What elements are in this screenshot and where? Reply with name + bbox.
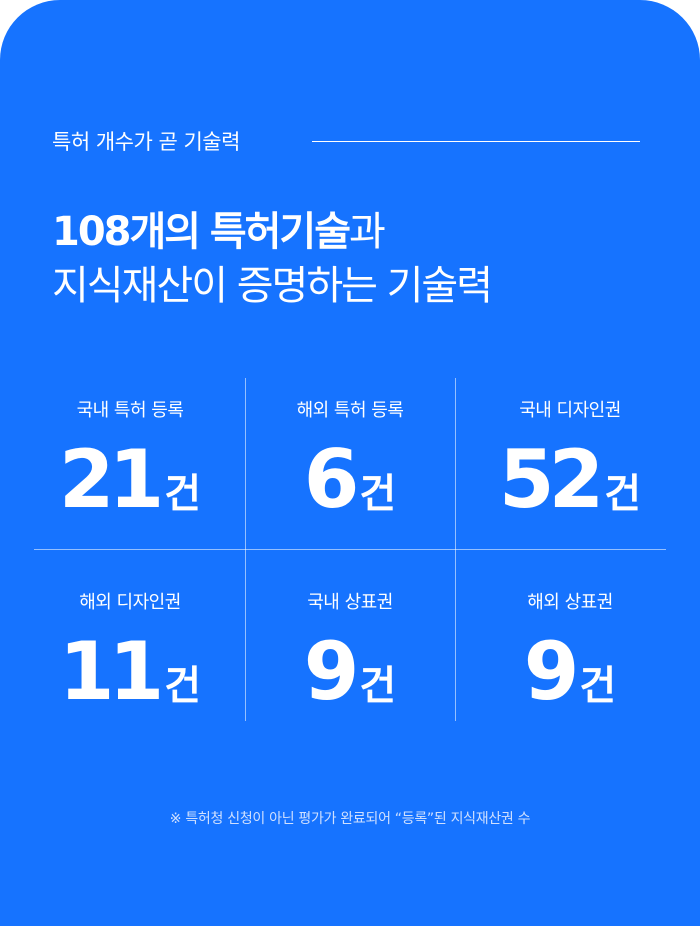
stat-unit: 건 <box>604 471 642 517</box>
footnote: ※ 특허청 신청이 아닌 평가가 완료되어 “등록”된 지식재산권 수 <box>169 811 531 827</box>
stat-unit: 건 <box>164 663 202 709</box>
stat-label: 국내 상표권 <box>307 592 393 613</box>
stat-domestic-patent: 국내 특허 등록 21 건 <box>25 396 235 534</box>
stat-value: 21 <box>58 433 164 526</box>
stat-value: 9 <box>523 625 580 718</box>
stat-overseas-design: 해외 디자인권 11 건 <box>25 588 235 726</box>
stat-label: 해외 상표권 <box>527 592 613 613</box>
headline-suffix: 과 <box>349 209 386 255</box>
eyebrow-divider <box>312 141 640 142</box>
stat-domestic-design: 국내 디자인권 52 건 <box>465 396 675 534</box>
headline-bold-tech: 특허기술 <box>209 209 351 255</box>
stat-value: 52 <box>498 433 604 526</box>
stat-unit: 건 <box>164 471 202 517</box>
headline: 108개의 특허기술과 지식재산이 증명하는 기술력 <box>52 205 493 313</box>
stat-unit: 건 <box>359 471 397 517</box>
stat-value: 6 <box>303 433 360 526</box>
stat-label: 국내 특허 등록 <box>76 400 184 421</box>
stat-value: 9 <box>303 625 360 718</box>
headline-line2: 지식재산이 증명하는 기술력 <box>52 263 493 309</box>
stat-label: 국내 디자인권 <box>519 400 621 421</box>
stat-value: 11 <box>58 625 164 718</box>
stat-unit: 건 <box>579 663 617 709</box>
grid-divider-horizontal <box>34 549 666 550</box>
eyebrow-text: 특허 개수가 곧 기술력 <box>52 130 240 154</box>
stat-label: 해외 디자인권 <box>79 592 181 613</box>
headline-bold-count: 108개의 <box>52 209 201 255</box>
stat-unit: 건 <box>359 663 397 709</box>
stat-label: 해외 특허 등록 <box>296 400 404 421</box>
